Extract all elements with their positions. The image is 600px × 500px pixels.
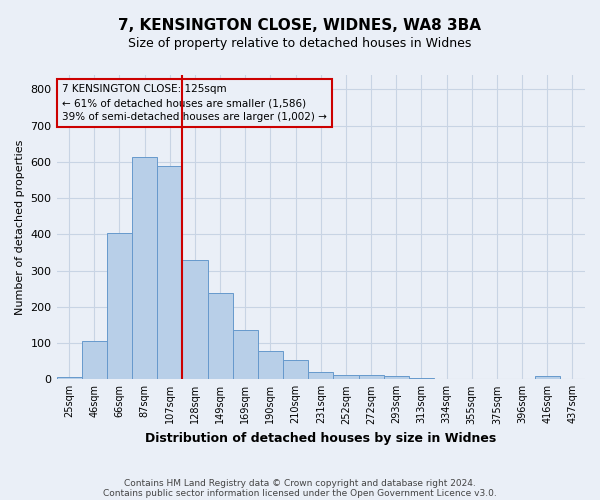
Bar [82,340,107,380]
Bar [383,376,409,380]
Bar [157,166,182,380]
Bar [132,156,157,380]
Text: 7, KENSINGTON CLOSE, WIDNES, WA8 3BA: 7, KENSINGTON CLOSE, WIDNES, WA8 3BA [119,18,482,32]
X-axis label: Distribution of detached houses by size in Widnes: Distribution of detached houses by size … [145,432,496,445]
Bar [258,350,283,380]
Y-axis label: Number of detached properties: Number of detached properties [15,140,25,315]
Text: Contains HM Land Registry data © Crown copyright and database right 2024.: Contains HM Land Registry data © Crown c… [124,478,476,488]
Bar [233,330,258,380]
Bar [182,260,208,380]
Bar [359,375,383,380]
Text: 7 KENSINGTON CLOSE: 125sqm
← 61% of detached houses are smaller (1,586)
39% of s: 7 KENSINGTON CLOSE: 125sqm ← 61% of deta… [62,84,327,122]
Text: Contains public sector information licensed under the Open Government Licence v3: Contains public sector information licen… [103,488,497,498]
Bar [308,372,334,380]
Bar [334,375,359,380]
Text: Size of property relative to detached houses in Widnes: Size of property relative to detached ho… [128,38,472,51]
Bar [208,293,233,380]
Bar [283,360,308,380]
Bar [107,234,132,380]
Bar [56,377,82,380]
Bar [409,378,434,380]
Bar [535,376,560,380]
